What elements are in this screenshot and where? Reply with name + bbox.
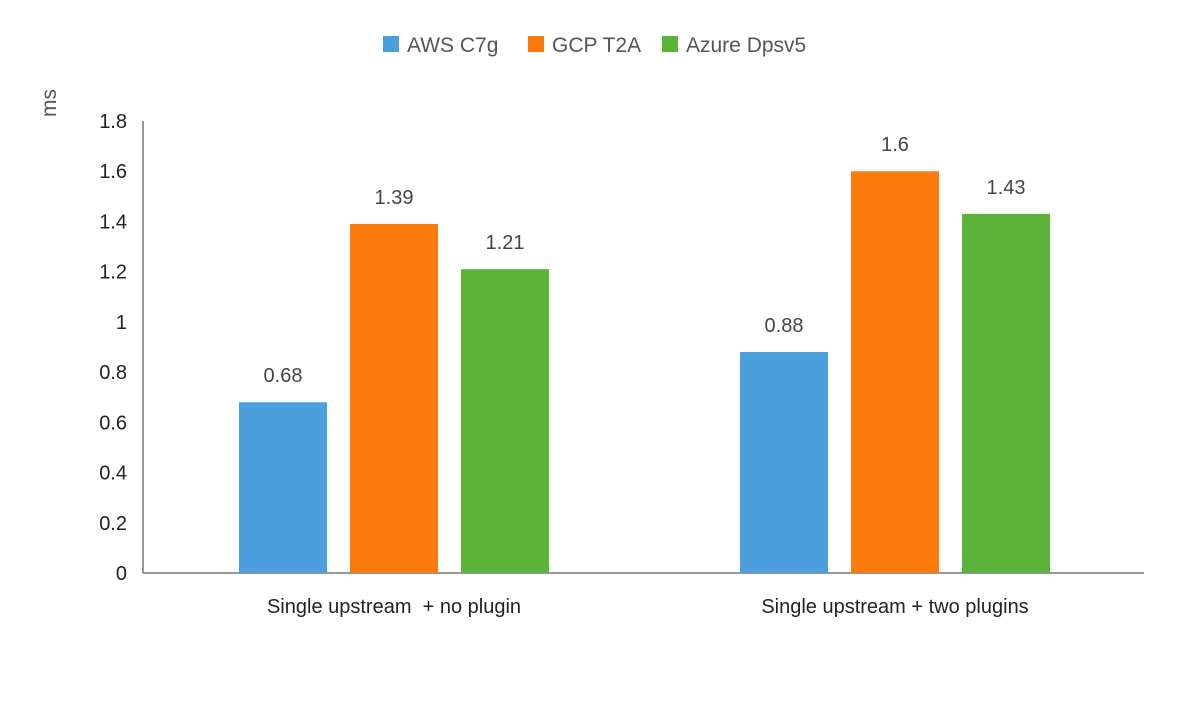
y-tick-label: 0 <box>116 563 127 585</box>
bar-azure-dpsv5 <box>461 269 549 573</box>
data-label: 1.39 <box>375 187 414 209</box>
bar-aws-c7g <box>239 402 327 573</box>
bar-azure-dpsv5 <box>962 213 1050 573</box>
y-tick-label: 0.8 <box>99 362 127 384</box>
y-axis-title: ms <box>38 89 61 117</box>
y-tick-label: 1.2 <box>99 262 127 284</box>
legend-label: AWS C7g <box>407 34 498 57</box>
x-tick-label: Single upstream + no plugin <box>267 596 521 618</box>
y-tick-label: 0.6 <box>99 412 127 434</box>
legend-swatch <box>662 36 678 52</box>
y-tick-label: 1.8 <box>99 111 127 133</box>
data-label: 1.6 <box>881 134 909 156</box>
legend-swatch <box>383 36 399 52</box>
bar-gcp-t2a <box>851 171 939 573</box>
bar-aws-c7g <box>740 352 828 573</box>
data-label: 1.43 <box>987 177 1026 199</box>
legend-label: Azure Dpsv5 <box>686 34 806 57</box>
y-tick-label: 1.6 <box>99 161 127 183</box>
data-label: 0.88 <box>765 315 804 337</box>
y-tick-label: 1 <box>116 312 127 334</box>
y-tick-label: 1.4 <box>99 211 127 233</box>
y-tick-label: 0.4 <box>99 463 127 485</box>
bar-gcp-t2a <box>350 223 438 573</box>
data-label: 0.68 <box>264 365 303 387</box>
data-label: 1.21 <box>486 232 525 254</box>
y-tick-label: 0.2 <box>99 513 127 535</box>
legend-swatch <box>528 36 544 52</box>
x-tick-label: Single upstream + two plugins <box>761 596 1028 618</box>
legend-label: GCP T2A <box>552 34 641 57</box>
